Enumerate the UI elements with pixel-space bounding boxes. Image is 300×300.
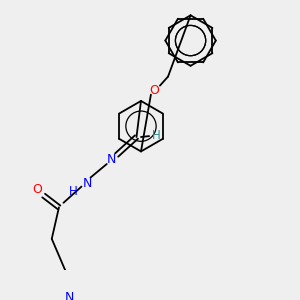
Text: O: O [32, 183, 42, 196]
Text: N: N [106, 153, 116, 166]
Text: N: N [83, 177, 92, 190]
Text: H: H [152, 129, 161, 142]
Text: O: O [150, 84, 159, 97]
Text: H: H [69, 184, 78, 198]
Text: N: N [65, 291, 74, 300]
